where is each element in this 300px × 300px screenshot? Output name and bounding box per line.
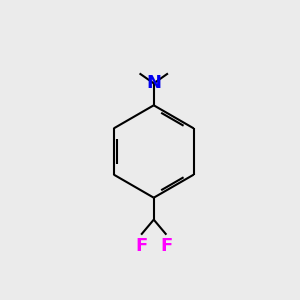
Text: N: N [146,74,161,92]
Text: F: F [135,237,147,255]
Text: F: F [160,237,172,255]
